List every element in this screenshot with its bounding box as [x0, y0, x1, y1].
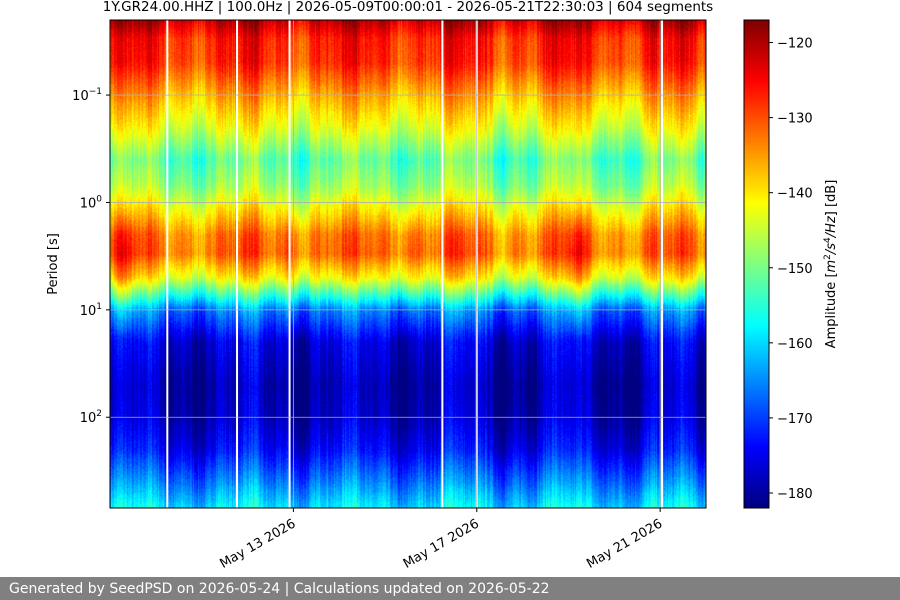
colorbar-ticks: −120 −130 −140 −150 −160 −170 −180 [769, 37, 813, 502]
colorbar-tick-label: −130 [777, 112, 813, 127]
footer-bar: Generated by SeedPSD on 2026-05-24 | Cal… [0, 577, 900, 600]
colorbar-tick-label: −120 [777, 37, 813, 52]
plot-frame [109, 19, 707, 509]
y-tick-label: 10−1 [72, 87, 102, 104]
colorbar-tick-label: −140 [777, 187, 813, 202]
colorbar: −120 −130 −140 −150 −160 −170 −180 Amplitude [… [743, 19, 839, 509]
x-tick-label: May 17 2026 [401, 516, 482, 571]
y-tick-label: 101 [80, 302, 102, 319]
colorbar-label: Amplitude [m2/s4/Hz] [dB] [823, 180, 839, 349]
spectrogram-heatmap [110, 20, 706, 508]
colorbar-tick-label: −160 [777, 337, 813, 352]
colorbar-tick-label: −180 [777, 487, 813, 502]
colorbar-tick-label: −150 [777, 262, 813, 277]
chart-title: 1Y.GR24.00.HHZ | 100.0Hz | 2026-05-09T00… [103, 0, 713, 15]
footer-text: Generated by SeedPSD on 2026-05-24 | Cal… [9, 581, 550, 597]
grid-lines [110, 20, 706, 508]
colorbar-gradient [743, 19, 770, 509]
y-axis: 10−1 100 101 102 [72, 87, 110, 426]
y-axis-label: Period [s] [46, 233, 61, 295]
y-tick-label: 100 [80, 194, 103, 211]
x-tick-label: May 21 2026 [584, 516, 665, 571]
plot-area [109, 19, 707, 509]
x-tick-label: May 13 2026 [217, 516, 298, 571]
x-axis: May 13 2026 May 17 2026 May 21 2026 [217, 508, 665, 572]
colorbar-tick-label: −170 [777, 412, 813, 427]
y-tick-label: 102 [80, 409, 102, 426]
